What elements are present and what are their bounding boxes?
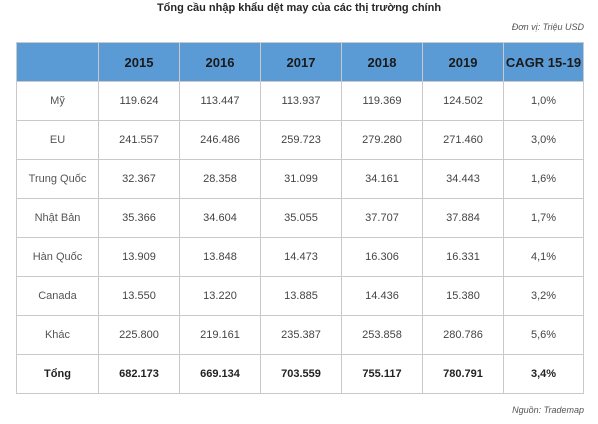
header-cell-2016: 2016 [179, 42, 261, 82]
header-cell-2017: 2017 [260, 42, 342, 82]
value-cell: 13.848 [179, 237, 261, 277]
total-value-cell: 703.559 [260, 354, 342, 394]
value-cell: 16.306 [341, 237, 423, 277]
value-cell: 279.280 [341, 120, 423, 160]
value-cell: 34.443 [422, 159, 504, 199]
value-cell: 35.055 [260, 198, 342, 238]
import-demand-table: 2015 2016 2017 2018 2019 CAGR 15-19 Mỹ 11… [16, 42, 584, 394]
value-cell: 241.557 [98, 120, 180, 160]
value-cell: 259.723 [260, 120, 342, 160]
value-cell: 37.884 [422, 198, 504, 238]
market-name-cell: Mỹ [16, 81, 99, 121]
value-cell: 34.604 [179, 198, 261, 238]
value-cell: 280.786 [422, 315, 504, 355]
value-cell: 28.358 [179, 159, 261, 199]
total-value-cell: 682.173 [98, 354, 180, 394]
cagr-cell: 3,0% [503, 120, 584, 160]
value-cell: 31.099 [260, 159, 342, 199]
value-cell: 32.367 [98, 159, 180, 199]
header-cell-2015: 2015 [98, 42, 180, 82]
header-cell-market [16, 42, 99, 82]
table-row: Canada 13.550 13.220 13.885 14.436 15.380 3,2% [16, 276, 584, 316]
table-row: Trung Quốc 32.367 28.358 31.099 34.161 34.443… [16, 159, 584, 199]
total-value-cell: 780.791 [422, 354, 504, 394]
header-row: 2015 2016 2017 2018 2019 CAGR 15-19 [16, 42, 584, 82]
value-cell: 113.937 [260, 81, 342, 121]
value-cell: 124.502 [422, 81, 504, 121]
value-cell: 253.858 [341, 315, 423, 355]
market-name-cell: Nhật Bản [16, 198, 99, 238]
value-cell: 271.460 [422, 120, 504, 160]
table-title: Tổng cầu nhập khẩu dệt may của các thị t… [156, 2, 442, 14]
market-name-cell: Khác [16, 315, 99, 355]
value-cell: 113.447 [179, 81, 261, 121]
value-cell: 13.550 [98, 276, 180, 316]
market-name-cell: Trung Quốc [16, 159, 99, 199]
value-cell: 15.380 [422, 276, 504, 316]
total-value-cell: 755.117 [341, 354, 423, 394]
total-row: Tổng 682.173 669.134 703.559 755.117 780.791 3… [16, 354, 584, 394]
header-cell-2019: 2019 [422, 42, 504, 82]
market-name-cell: Canada [16, 276, 99, 316]
value-cell: 14.436 [341, 276, 423, 316]
value-cell: 235.387 [260, 315, 342, 355]
unit-note: Đơn vị: Triệu USD [511, 22, 584, 32]
cagr-cell: 3,2% [503, 276, 584, 316]
value-cell: 13.885 [260, 276, 342, 316]
table-row: Hàn Quốc 13.909 13.848 14.473 16.306 16.331 4,… [16, 237, 584, 277]
table-row: Mỹ 119.624 113.447 113.937 119.369 124.502 1,0… [16, 81, 584, 121]
value-cell: 13.909 [98, 237, 180, 277]
table-row: EU 241.557 246.486 259.723 279.280 271.460 3,0… [16, 120, 584, 160]
value-cell: 119.369 [341, 81, 423, 121]
value-cell: 34.161 [341, 159, 423, 199]
total-value-cell: 669.134 [179, 354, 261, 394]
value-cell: 16.331 [422, 237, 504, 277]
total-value-cell: 3,4% [503, 354, 584, 394]
header-cell-cagr: CAGR 15-19 [503, 42, 584, 82]
value-cell: 219.161 [179, 315, 261, 355]
source-note: Nguồn: Trademap [512, 405, 584, 415]
value-cell: 246.486 [179, 120, 261, 160]
value-cell: 35.366 [98, 198, 180, 238]
cagr-cell: 1,0% [503, 81, 584, 121]
market-name-cell: EU [16, 120, 99, 160]
cagr-cell: 5,6% [503, 315, 584, 355]
cagr-cell: 4,1% [503, 237, 584, 277]
value-cell: 14.473 [260, 237, 342, 277]
total-label-cell: Tổng [16, 354, 99, 394]
header-cell-2018: 2018 [341, 42, 423, 82]
cagr-cell: 1,6% [503, 159, 584, 199]
market-name-cell: Hàn Quốc [16, 237, 99, 277]
value-cell: 225.800 [98, 315, 180, 355]
cagr-cell: 1,7% [503, 198, 584, 238]
table-row: Khác 225.800 219.161 235.387 253.858 280.786 5… [16, 315, 584, 355]
value-cell: 13.220 [179, 276, 261, 316]
table-row: Nhật Bản 35.366 34.604 35.055 37.707 37.884 1,… [16, 198, 584, 238]
value-cell: 37.707 [341, 198, 423, 238]
value-cell: 119.624 [98, 81, 180, 121]
